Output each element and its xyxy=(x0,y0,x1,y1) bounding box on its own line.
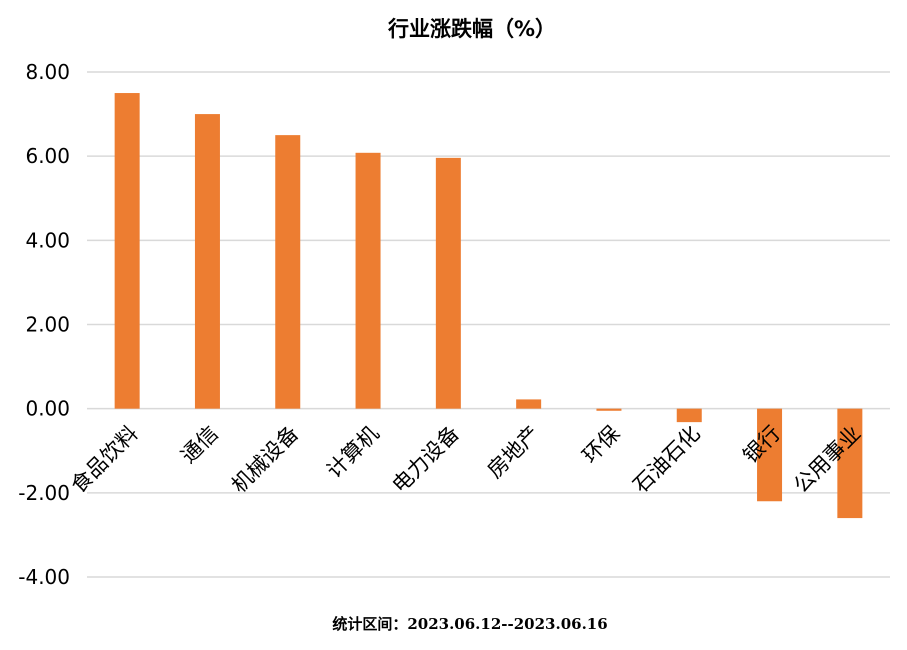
y-tick-label: 0.00 xyxy=(25,397,70,421)
y-tick-label: -2.00 xyxy=(18,481,70,505)
bar xyxy=(516,399,542,409)
y-tick-label: 8.00 xyxy=(25,60,70,84)
category-label: 计算机 xyxy=(322,421,384,483)
bar xyxy=(837,408,863,519)
bar xyxy=(435,157,461,409)
y-tick-label: 4.00 xyxy=(25,228,70,252)
y-axis-tick-labels: 8.00 6.00 4.00 2.00 0.00 -2.00 -4.00 xyxy=(18,60,70,589)
category-label: 食品饮料 xyxy=(66,421,142,497)
category-labels: 食品饮料 通信 机械设备 计算机 电力设备 房地产 环保 石油石化 银行 公用事业 xyxy=(66,421,865,497)
bar xyxy=(355,152,381,409)
bar xyxy=(194,114,220,409)
category-label: 电力设备 xyxy=(388,421,464,497)
date-range-footnote: 统计区间：2023.06.12--2023.06.16 xyxy=(332,615,607,633)
category-label: 石油石化 xyxy=(628,421,704,497)
category-label: 通信 xyxy=(176,421,223,468)
bar xyxy=(275,135,301,409)
bars xyxy=(114,93,863,519)
bar xyxy=(757,408,783,502)
gridlines xyxy=(87,71,890,578)
y-tick-label: 6.00 xyxy=(25,144,70,168)
y-tick-label: -4.00 xyxy=(18,565,70,589)
bar xyxy=(114,93,140,409)
category-label: 机械设备 xyxy=(227,421,303,497)
y-tick-label: 2.00 xyxy=(25,313,70,337)
category-label: 房地产 xyxy=(483,421,545,483)
chart-title: 行业涨跌幅（%） xyxy=(387,17,556,41)
bar xyxy=(596,408,622,411)
category-label: 环保 xyxy=(578,421,625,468)
bar xyxy=(676,408,702,423)
